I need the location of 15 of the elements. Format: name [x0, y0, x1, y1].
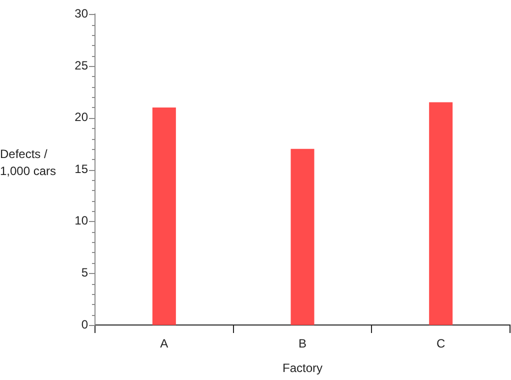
x-tick-label: A — [160, 336, 168, 351]
y-tick-label: 0 — [81, 317, 88, 332]
bar — [290, 148, 314, 325]
bar — [152, 107, 176, 325]
x-tick-label: B — [298, 336, 307, 351]
y-tick-label: 25 — [74, 58, 88, 72]
y-axis-title: Defects / 1,000 cars — [0, 146, 58, 180]
y-tick-label: 20 — [74, 110, 88, 124]
x-axis-title: Factory — [282, 361, 323, 376]
x-tick-label: C — [436, 336, 446, 351]
y-tick-label: 15 — [74, 162, 88, 176]
y-tick-label: 10 — [74, 214, 88, 228]
bar — [429, 102, 453, 325]
y-tick-label: 5 — [81, 266, 88, 280]
y-tick-label: 30 — [74, 6, 88, 21]
